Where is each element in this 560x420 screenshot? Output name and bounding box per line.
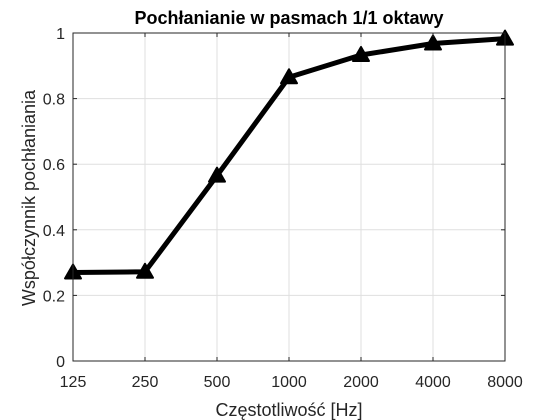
y-axis-label: Współczynnik pochłaniania bbox=[19, 89, 39, 306]
y-tick-label: 0.8 bbox=[43, 92, 65, 109]
data-point-marker bbox=[352, 45, 370, 62]
x-tick-label: 2000 bbox=[343, 374, 379, 391]
data-point-marker bbox=[280, 68, 298, 85]
data-point-marker bbox=[424, 34, 442, 51]
axes bbox=[72, 32, 506, 362]
x-tick-label: 4000 bbox=[415, 374, 451, 391]
y-tick-label: 1 bbox=[56, 26, 65, 43]
x-axis-label: Częstotliwość [Hz] bbox=[215, 400, 362, 420]
chart-title: Pochłanianie w pasmach 1/1 oktawy bbox=[134, 8, 443, 28]
x-tick-label: 1000 bbox=[271, 374, 307, 391]
tick-labels: 125 250 500 1000 2000 4000 8000 0 0.2 0.4 0.6 0.8 1 bbox=[43, 26, 523, 391]
x-tick-label: 125 bbox=[60, 374, 87, 391]
y-tick-label: 0.6 bbox=[43, 157, 65, 174]
x-tick-label: 500 bbox=[204, 374, 231, 391]
y-tick-label: 0 bbox=[56, 354, 65, 371]
x-tick-label: 250 bbox=[132, 374, 159, 391]
y-tick-label: 0.4 bbox=[43, 223, 65, 240]
x-tick-label: 8000 bbox=[487, 374, 523, 391]
y-tick-label: 0.2 bbox=[43, 288, 65, 305]
data-point-marker bbox=[208, 166, 226, 183]
data-point-marker bbox=[136, 262, 154, 279]
